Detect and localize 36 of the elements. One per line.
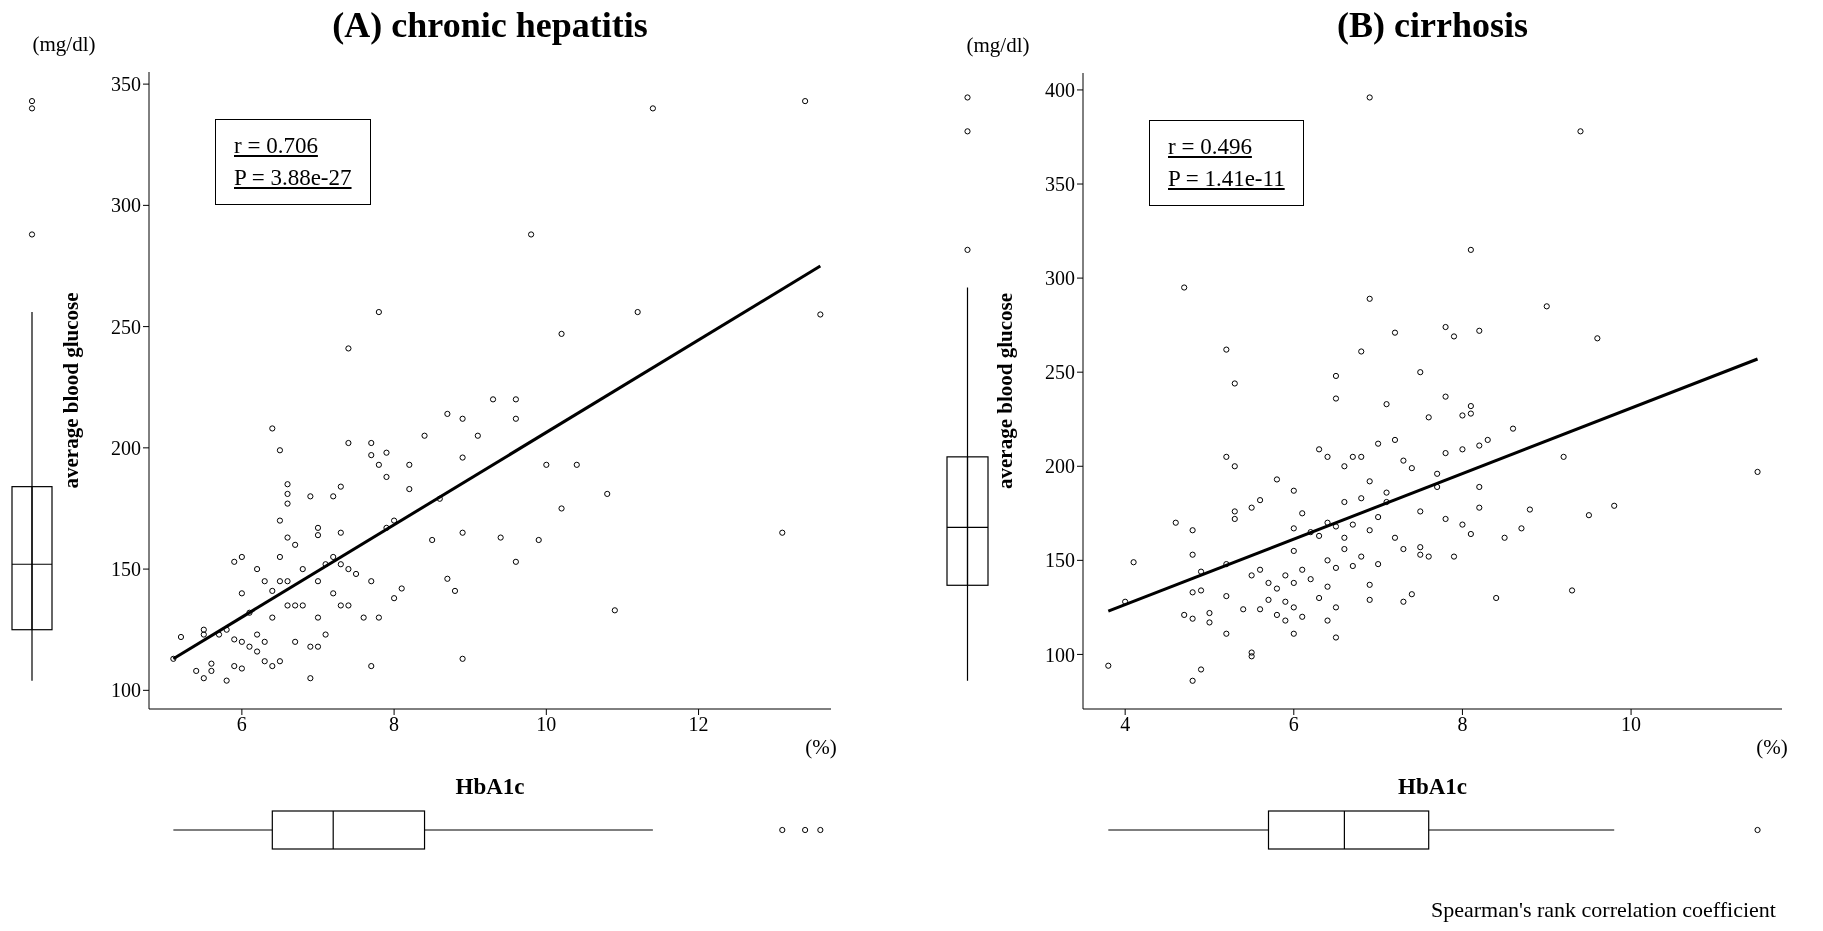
chart-title: (B) cirrhosis [1336, 4, 1529, 46]
y-tick-label: 250 [111, 315, 141, 338]
y-tick-label: 350 [111, 73, 141, 96]
x-tick-label: 12 [688, 713, 709, 736]
x-tick-label: 10 [1621, 713, 1642, 736]
y-axis-title: average blood glucose [992, 293, 1017, 489]
y-axis-title: average blood glucose [58, 292, 83, 489]
y-tick-label: 100 [1045, 643, 1075, 666]
text: (mg/dl) [31, 32, 97, 57]
x-tick-label: 4 [1120, 713, 1131, 736]
x-axis-title: HbA1c [1398, 774, 1467, 799]
y-tick-label: 300 [111, 194, 141, 217]
x-tick-label: 6 [1288, 713, 1299, 736]
y-tick-label: 150 [111, 558, 141, 581]
y-tick-label: 200 [1045, 455, 1075, 478]
y-tick-label: 150 [1045, 549, 1075, 572]
y-tick-label: 250 [1045, 361, 1075, 384]
annotation: P = 1.41e-11 [1168, 165, 1285, 193]
text: (mg/dl) [965, 33, 1031, 58]
y-tick-label: 400 [1045, 79, 1075, 102]
annotation: P = 3.88e-27 [234, 164, 352, 192]
text: (%) [804, 735, 838, 760]
text: (%) [1755, 735, 1789, 760]
y-tick-label: 200 [111, 436, 141, 459]
y-tick-label: 300 [1045, 267, 1075, 290]
x-tick-label: 8 [1457, 713, 1468, 736]
text: Spearman's rank correlation coefficient [1430, 897, 1776, 923]
annotation: r = 0.706 [234, 132, 319, 160]
annotation: r = 0.496 [1168, 133, 1253, 161]
y-tick-label: 350 [1045, 173, 1075, 196]
x-tick-label: 10 [536, 713, 557, 736]
x-axis-title: HbA1c [455, 774, 525, 799]
chart-title: (A) chronic hepatitis [331, 4, 649, 46]
x-tick-label: 8 [389, 713, 400, 736]
x-tick-label: 6 [236, 713, 247, 736]
y-tick-label: 100 [111, 679, 141, 702]
